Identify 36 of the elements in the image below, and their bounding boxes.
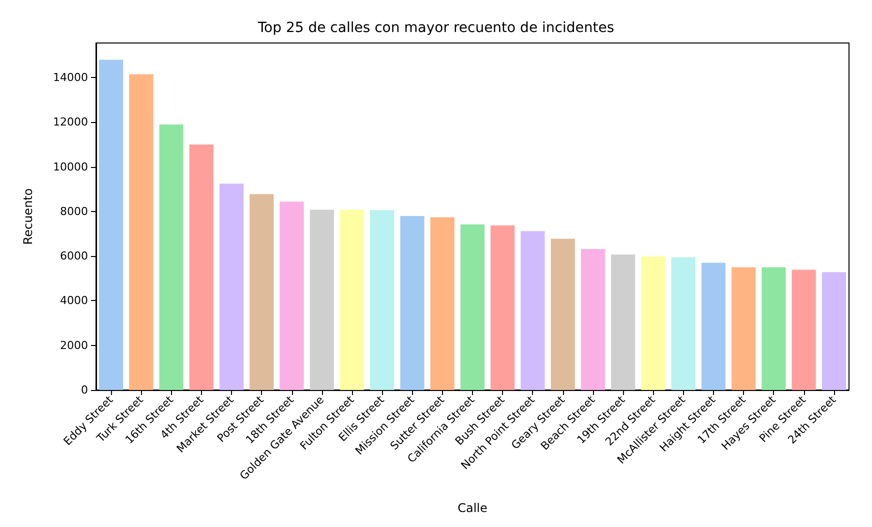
y-tick-label: 2000 [60, 338, 88, 352]
bar [490, 225, 515, 390]
bar [400, 216, 424, 390]
bar [520, 231, 545, 390]
bar [219, 184, 244, 390]
bar [701, 262, 726, 390]
bar [762, 267, 786, 390]
bar [460, 224, 485, 390]
y-tick-label: 4000 [60, 294, 88, 308]
bar [611, 254, 636, 390]
bar [310, 210, 334, 390]
bar [732, 267, 756, 390]
y-tick-label: 10000 [53, 160, 88, 174]
bar [580, 248, 606, 390]
x-axis-title: Calle [458, 501, 488, 515]
bar [641, 256, 666, 390]
bar [671, 257, 696, 390]
bar [430, 217, 454, 390]
bar [250, 194, 274, 390]
bar [792, 270, 816, 390]
y-tick-label: 0 [81, 384, 88, 396]
bar [280, 202, 304, 390]
bar [340, 210, 364, 390]
bar [189, 144, 214, 390]
bar [99, 60, 124, 390]
bar [822, 272, 846, 390]
y-tick-label: 8000 [60, 204, 88, 218]
bar [370, 210, 394, 390]
y-tick-label: 14000 [53, 71, 88, 84]
y-axis-title: Recuento [21, 188, 35, 245]
bar [159, 124, 184, 390]
y-tick-label: 6000 [60, 250, 88, 263]
bar [129, 74, 154, 390]
y-tick-label: 12000 [53, 116, 88, 129]
bar [550, 238, 575, 390]
chart-title: Top 25 de calles con mayor recuento de incidentes [256, 20, 614, 36]
